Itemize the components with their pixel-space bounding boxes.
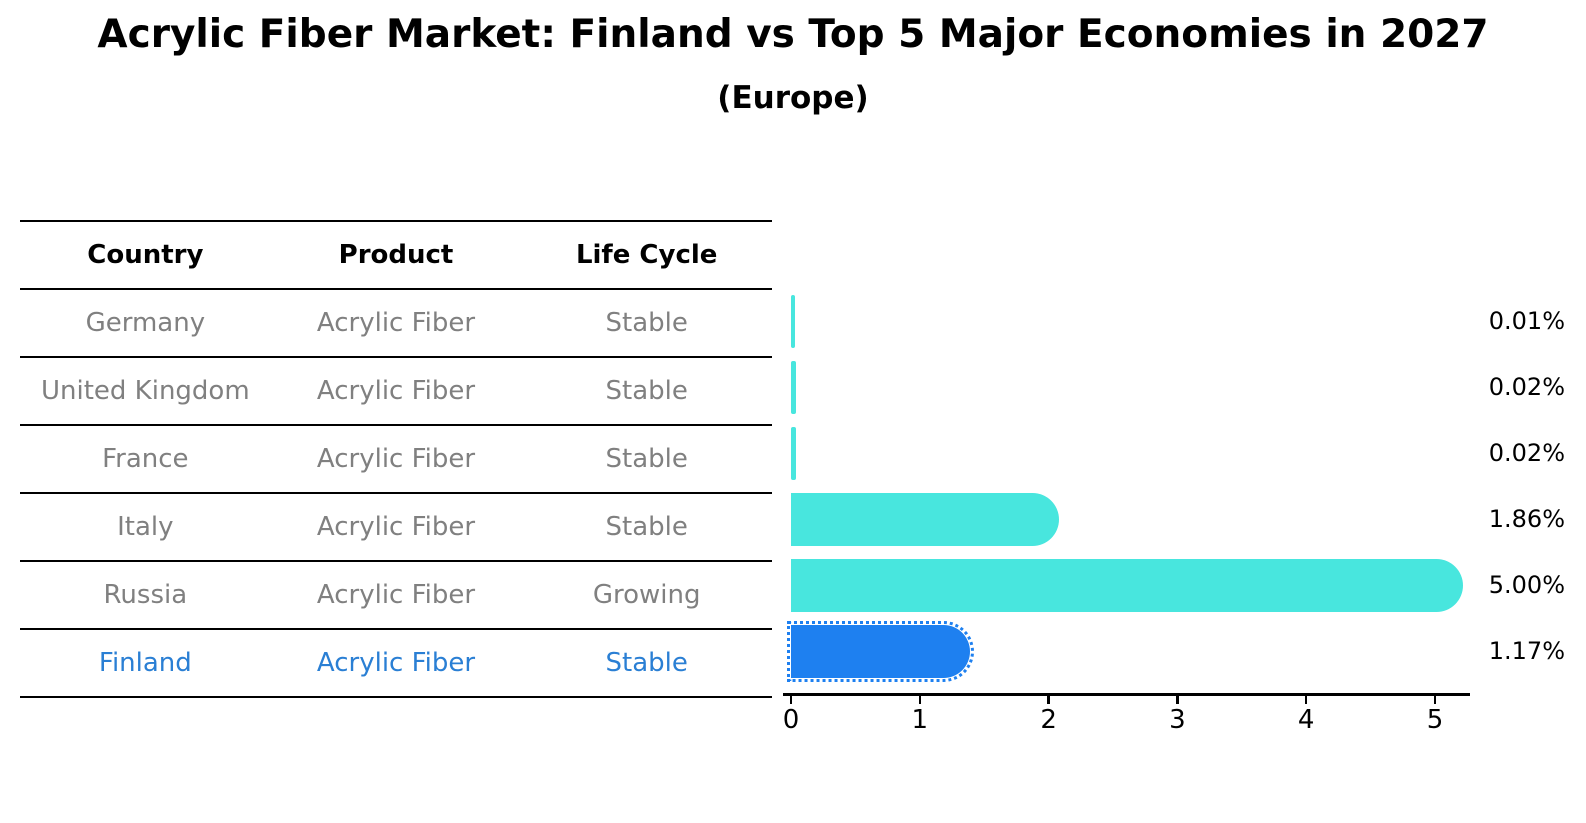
x-axis-tick-label: 4	[1297, 705, 1315, 735]
cell-product: Acrylic Fiber	[316, 648, 476, 678]
bar-russia	[791, 558, 1463, 612]
bar-value-label: 1.86%	[1488, 505, 1565, 533]
table-row-italy: Italy Acrylic Fiber Stable	[20, 494, 772, 562]
bar-value-label: 0.02%	[1488, 439, 1565, 467]
cell-country: France	[102, 444, 189, 474]
table-row-united-kingdom: United Kingdom Acrylic Fiber Stable	[20, 358, 772, 426]
cell-life-cycle: Stable	[605, 512, 688, 542]
chart-title: Acrylic Fiber Market: Finland vs Top 5 M…	[97, 12, 1489, 57]
cell-life-cycle: Stable	[605, 444, 688, 474]
bar-value-label: 1.17%	[1488, 637, 1565, 665]
bar-germany	[791, 294, 795, 348]
cell-product: Acrylic Fiber	[316, 444, 476, 474]
bar-italy	[791, 492, 1059, 546]
table-row-russia: Russia Acrylic Fiber Growing	[20, 562, 772, 630]
country-table: Country Product Life Cycle Germany Acryl…	[20, 220, 772, 698]
bar-value-label: 0.02%	[1488, 373, 1565, 401]
x-axis-line	[783, 693, 1470, 696]
chart-subtitle: (Europe)	[717, 80, 869, 116]
column-header-country: Country	[87, 240, 204, 270]
table-row-finland: Finland Acrylic Fiber Stable	[20, 630, 772, 698]
x-axis-tick-label: 0	[782, 705, 800, 735]
cell-country: Italy	[117, 512, 174, 542]
cell-country: Germany	[85, 308, 206, 338]
cell-product: Acrylic Fiber	[316, 512, 476, 542]
cell-life-cycle: Growing	[592, 580, 701, 610]
column-header-life-cycle: Life Cycle	[575, 240, 718, 270]
x-axis-tick-label: 1	[911, 705, 929, 735]
bar-value-label: 5.00%	[1488, 571, 1565, 599]
x-axis-tick	[1304, 695, 1308, 704]
x-axis-tick-label: 3	[1169, 705, 1186, 735]
table-row-france: France Acrylic Fiber Stable	[20, 426, 772, 494]
cell-product: Acrylic Fiber	[316, 376, 476, 406]
table-header-row: Country Product Life Cycle	[20, 220, 772, 290]
x-axis-tick	[1433, 695, 1437, 704]
cell-country: Russia	[103, 580, 188, 610]
x-axis-tick	[918, 695, 922, 704]
bar-united-kingdom	[791, 360, 797, 414]
cell-product: Acrylic Fiber	[316, 308, 476, 338]
cell-product: Acrylic Fiber	[316, 580, 476, 610]
x-axis-tick-label: 5	[1426, 705, 1444, 735]
cell-life-cycle: Stable	[605, 376, 688, 406]
cell-country: Finland	[98, 648, 192, 678]
column-header-product: Product	[338, 240, 454, 270]
x-axis-tick	[1047, 695, 1050, 704]
cell-life-cycle: Stable	[605, 308, 688, 338]
cell-life-cycle: Stable	[605, 648, 688, 678]
x-axis-tick-label: 2	[1040, 705, 1057, 735]
bar-value-label: 0.01%	[1488, 307, 1565, 335]
x-axis-tick	[1176, 695, 1179, 704]
bar-france	[791, 426, 797, 480]
cell-country: United Kingdom	[40, 376, 250, 406]
x-axis-tick	[789, 695, 793, 704]
table-row-germany: Germany Acrylic Fiber Stable	[20, 290, 772, 358]
bar-finland	[787, 620, 974, 682]
